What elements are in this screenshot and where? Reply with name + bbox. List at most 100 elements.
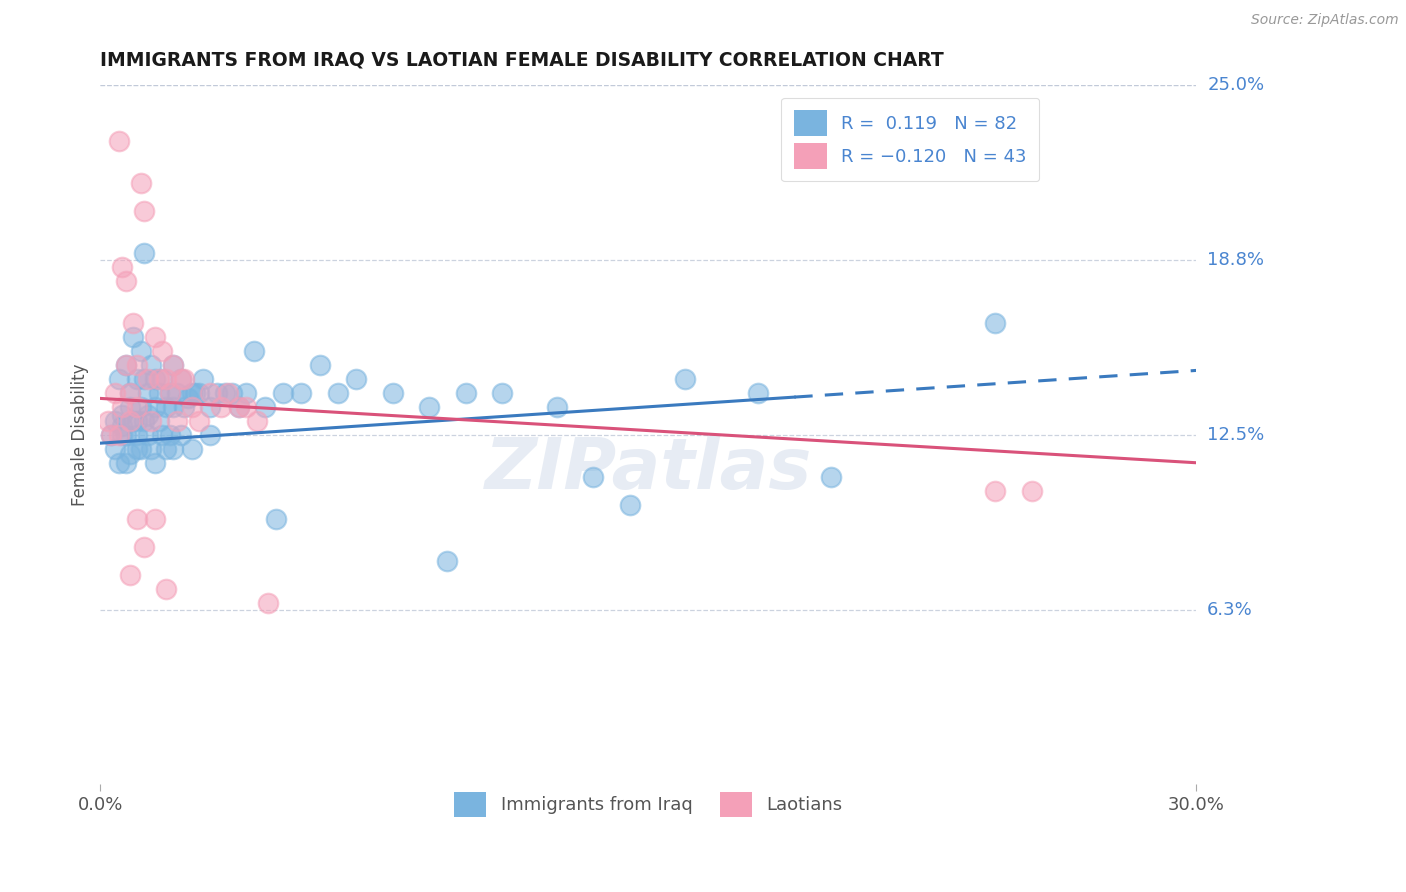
Point [141,358,163,372]
Point [129,176,152,190]
Point [111,260,134,274]
Point [162,358,184,372]
Point [134,414,156,428]
Point [122,330,145,344]
Point [170,372,193,386]
Point [257,596,280,610]
Point [454,385,477,400]
Point [143,372,166,386]
Point [170,427,193,442]
Point [115,427,138,442]
Point [136,408,159,422]
Point [162,358,184,372]
Point [115,456,138,470]
Text: 6.3%: 6.3% [1208,600,1253,619]
Point [290,385,312,400]
Point [326,385,349,400]
Point [118,385,141,400]
Point [162,400,184,414]
Point [191,372,214,386]
Point [118,567,141,582]
Point [166,414,188,428]
Point [129,343,152,358]
Point [381,385,404,400]
Point [129,442,152,456]
Point [115,358,138,372]
Point [125,358,148,372]
Text: 25.0%: 25.0% [1208,76,1264,95]
Point [228,400,250,414]
Point [134,540,156,554]
Point [100,427,122,442]
Point [152,372,174,386]
Point [159,385,181,400]
Point [170,372,193,386]
Point [228,400,250,414]
Point [115,358,138,372]
Point [820,469,842,483]
Point [111,400,134,414]
Point [136,427,159,442]
Point [418,400,440,414]
Point [107,427,129,442]
Point [198,385,221,400]
Point [188,385,211,400]
Point [107,134,129,148]
Point [125,511,148,525]
Point [180,385,202,400]
Text: 18.8%: 18.8% [1208,251,1264,269]
Point [180,442,202,456]
Point [984,483,1007,498]
Point [242,343,264,358]
Point [217,385,239,400]
Point [246,414,269,428]
Point [673,372,696,386]
Point [107,456,129,470]
Point [177,392,200,406]
Point [235,400,257,414]
Point [1021,483,1043,498]
Point [125,427,148,442]
Point [166,385,188,400]
Point [155,400,177,414]
Point [436,554,458,568]
Point [107,372,129,386]
Point [155,372,177,386]
Text: 12.5%: 12.5% [1208,425,1264,444]
Text: IMMIGRANTS FROM IRAQ VS LAOTIAN FEMALE DISABILITY CORRELATION CHART: IMMIGRANTS FROM IRAQ VS LAOTIAN FEMALE D… [100,51,943,70]
Point [253,400,276,414]
Point [148,414,170,428]
Point [111,419,134,434]
Text: Source: ZipAtlas.com: Source: ZipAtlas.com [1251,13,1399,28]
Point [173,400,195,414]
Point [546,400,568,414]
Point [122,414,145,428]
Point [122,316,145,330]
Point [180,400,202,414]
Point [264,511,287,525]
Point [136,385,159,400]
Point [188,414,211,428]
Point [115,274,138,288]
Point [118,385,141,400]
Point [104,385,127,400]
Point [344,372,367,386]
Point [136,372,159,386]
Point [159,385,181,400]
Point [111,427,134,442]
Point [125,442,148,456]
Point [104,414,127,428]
Text: ZIPatlas: ZIPatlas [485,435,811,504]
Point [129,400,152,414]
Point [104,442,127,456]
Point [155,582,177,596]
Point [134,204,156,219]
Point [100,427,122,442]
Point [271,385,294,400]
Point [152,427,174,442]
Legend: Immigrants from Iraq, Laotians: Immigrants from Iraq, Laotians [447,784,849,824]
Point [984,316,1007,330]
Point [308,358,330,372]
Point [111,408,134,422]
Point [134,372,156,386]
